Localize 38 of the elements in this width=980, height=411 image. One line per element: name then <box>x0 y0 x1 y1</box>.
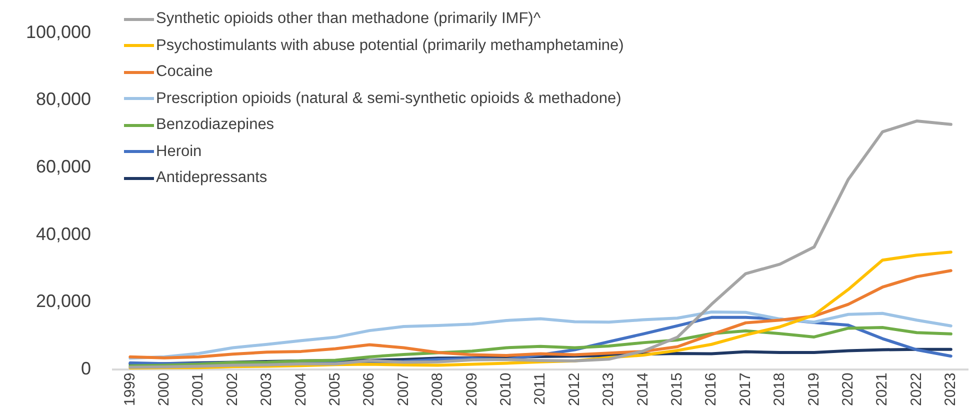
x-tick-label: 2018 <box>771 372 788 406</box>
x-tick-label: 2003 <box>258 372 276 406</box>
legend-label: Heroin <box>156 142 202 162</box>
x-tick-label: 2013 <box>600 372 618 406</box>
legend-label: Antidepressants <box>156 168 268 188</box>
y-tick-label: 60,000 <box>36 156 92 176</box>
x-tick-label: 2001 <box>190 372 207 406</box>
x-tick-label: 2021 <box>874 372 891 406</box>
x-tick-label: 2009 <box>463 372 480 406</box>
x-tick-label: 1999 <box>121 372 138 406</box>
x-tick-label: 2008 <box>429 372 446 406</box>
x-tick-label: 2019 <box>805 372 822 406</box>
x-tick-label: 2010 <box>497 372 514 406</box>
legend-label: Benzodiazepines <box>156 115 274 135</box>
y-tick-label: 0 <box>81 358 92 379</box>
x-tick-label: 2011 <box>532 372 549 405</box>
x-tick-label: 2017 <box>736 372 754 406</box>
x-tick-label: 2015 <box>668 372 686 406</box>
x-tick-label: 2023 <box>942 372 960 406</box>
x-tick-label: 2014 <box>634 372 652 406</box>
legend-label: Synthetic opioids other than methadone (primarily IMF)^ <box>156 9 541 29</box>
x-tick-label: 2020 <box>839 372 856 406</box>
x-tick-label: 2007 <box>394 372 412 406</box>
legend-label: Cocaine <box>156 62 213 82</box>
x-tick-label: 2006 <box>360 372 378 406</box>
x-tick-label: 2005 <box>326 372 344 406</box>
y-tick-label: 20,000 <box>36 291 92 312</box>
y-tick-label: 40,000 <box>36 224 92 244</box>
x-tick-label: 2012 <box>566 372 583 406</box>
legend-label: Prescription opioids (natural & semi-synthetic opioids & methadone) <box>156 88 622 108</box>
y-tick-label: 80,000 <box>36 89 92 110</box>
legend-label: Psychostimulants with abuse potential (primarily methamphetamine) <box>156 36 624 56</box>
x-tick-label: 2022 <box>908 372 925 406</box>
x-tick-label: 2000 <box>156 372 172 406</box>
x-tick-label: 2002 <box>224 372 241 406</box>
x-tick-label: 2004 <box>292 372 310 406</box>
y-tick-label: 100,000 <box>26 22 92 42</box>
x-tick-label: 2016 <box>702 372 720 406</box>
